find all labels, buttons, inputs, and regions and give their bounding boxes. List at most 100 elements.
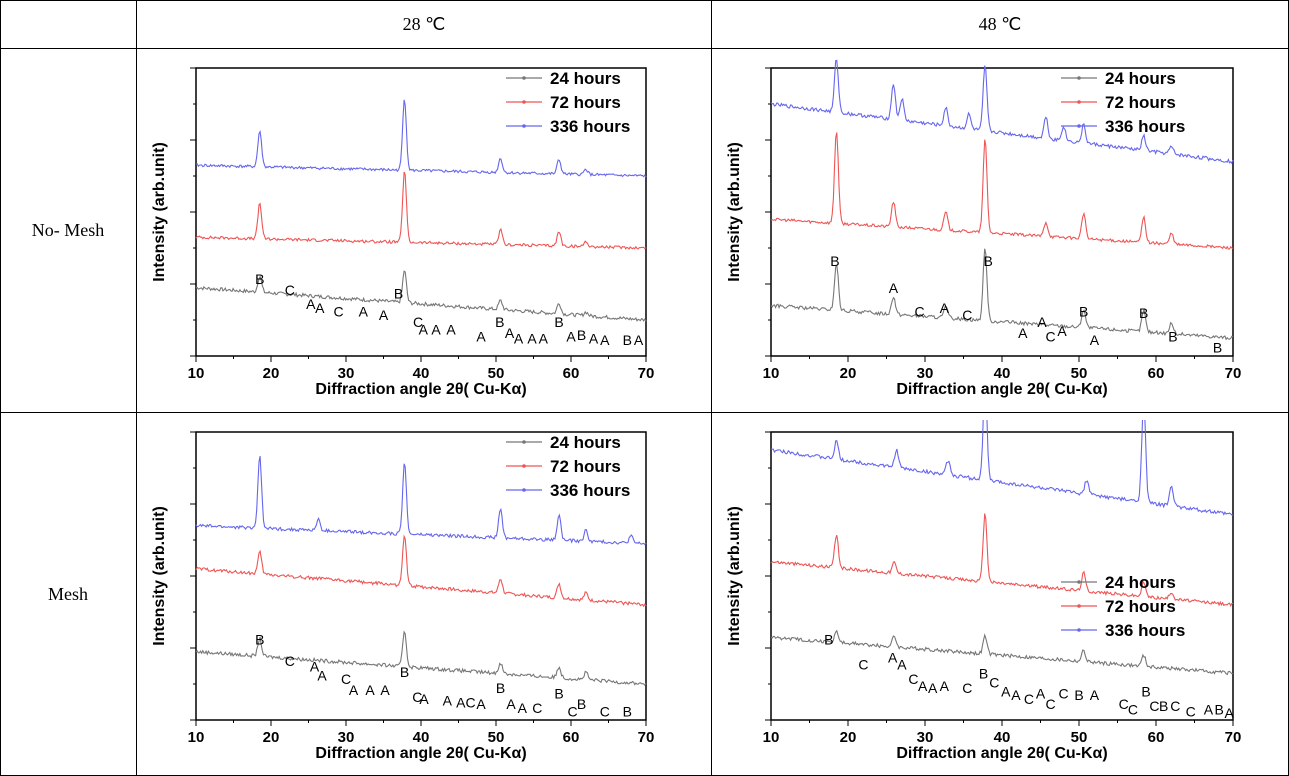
phase-annotation: C [412, 689, 422, 705]
phase-annotation: C [962, 680, 972, 696]
phase-annotation: B [394, 285, 403, 301]
x-axis-label: Diffraction angle 2θ( Cu-Kα) [315, 381, 526, 398]
x-tick-label: 30 [338, 729, 355, 746]
table-border-left [0, 0, 1, 776]
table-border-top [0, 0, 1289, 1]
phase-annotation: A [443, 693, 453, 709]
x-tick-label: 20 [263, 729, 280, 746]
phase-annotation: C [413, 314, 423, 330]
x-tick-label: 20 [263, 365, 280, 382]
series-line-72-hours [770, 513, 1234, 607]
legend-label: 72 hours [550, 457, 621, 476]
phase-annotation: B [554, 685, 563, 701]
legend-label: 24 hours [550, 69, 621, 88]
phase-annotation: B [1141, 684, 1150, 700]
phase-annotation: C [1119, 696, 1129, 712]
phase-annotation: A [505, 325, 515, 341]
phase-annotation: A [888, 649, 898, 665]
legend-marker [522, 76, 526, 80]
x-tick-label: 30 [338, 365, 355, 382]
phase-annotation: A [1011, 687, 1021, 703]
x-tick-label: 40 [994, 365, 1011, 382]
series-line-336-hours [770, 59, 1234, 165]
legend-label: 24 hours [550, 433, 621, 452]
phase-annotation: A [359, 303, 369, 319]
phase-annotation: B [623, 332, 632, 348]
y-axis-label: Intensity (arb.unit) [151, 142, 168, 282]
phase-annotation: C [858, 657, 868, 673]
legend-label: 24 hours [1105, 573, 1176, 592]
legend-marker [1077, 628, 1081, 632]
legend-marker [522, 124, 526, 128]
phase-annotation: B [1139, 305, 1148, 321]
phase-annotation: C [567, 703, 577, 719]
phase-annotation: B [400, 664, 409, 680]
legend-marker [522, 440, 526, 444]
x-tick-label: 60 [1148, 365, 1165, 382]
legend-label: 72 hours [550, 93, 621, 112]
x-tick-label: 10 [763, 729, 780, 746]
legend-marker [1077, 124, 1081, 128]
x-tick-label: 50 [1071, 729, 1088, 746]
phase-annotation: A [419, 691, 429, 707]
x-tick-label: 40 [413, 729, 430, 746]
y-axis-label: Intensity (arb.unit) [726, 506, 743, 646]
phase-annotation: A [419, 321, 429, 337]
x-tick-label: 70 [1225, 729, 1242, 746]
phase-annotation: A [317, 667, 327, 683]
phase-annotation: B [495, 314, 504, 330]
phase-annotation: A [506, 696, 516, 712]
phase-annotation: C [1045, 696, 1055, 712]
series-line-24-hours [770, 629, 1234, 676]
phase-annotation: A [897, 657, 907, 673]
legend-marker [1077, 580, 1081, 584]
y-axis-label: Intensity (arb.unit) [726, 142, 743, 282]
phase-annotation: A [940, 300, 950, 316]
x-tick-label: 50 [1071, 365, 1088, 382]
phase-annotation: C [1186, 703, 1196, 719]
phase-annotation: C [908, 671, 918, 687]
phase-annotation: B [577, 327, 586, 343]
x-tick-label: 40 [413, 365, 430, 382]
x-axis-label: Diffraction angle 2θ( Cu-Kα) [896, 745, 1107, 762]
legend-label: 72 hours [1105, 93, 1176, 112]
series-line-336-hours [770, 420, 1233, 516]
legend-marker [522, 100, 526, 104]
phase-annotation: C [465, 694, 475, 710]
legend-label: 336 hours [550, 481, 630, 500]
phase-annotation: A [315, 300, 325, 316]
x-tick-label: 30 [917, 729, 934, 746]
row-label-mesh: Mesh [48, 583, 88, 604]
phase-annotation: C [1128, 702, 1138, 718]
column-header-28c: 28 ℃ [402, 13, 446, 34]
phase-annotation: A [514, 330, 524, 346]
phase-annotation: A [527, 330, 537, 346]
xrd-chart-no-mesh-48c: 10 20 30 40 50 60 70 Diffraction angle 2θ( Cu-K… [726, 59, 1241, 398]
legend-label: 24 hours [1105, 69, 1176, 88]
phase-annotation: B [983, 253, 992, 269]
phase-annotation: A [1001, 684, 1011, 700]
phase-annotation: B [577, 696, 586, 712]
phase-annotation: A [476, 696, 486, 712]
x-tick-label: 20 [840, 365, 857, 382]
phase-annotation: A [940, 678, 950, 694]
phase-annotation: B [1213, 339, 1222, 355]
series-line-336-hours [195, 99, 647, 178]
series-line-72-hours [770, 132, 1234, 250]
legend-marker [522, 464, 526, 468]
xrd-chart-mesh-28c: 10 20 30 40 50 60 70 Diffraction angle 2θ( Cu-K… [151, 431, 654, 762]
phase-annotation: C [285, 282, 295, 298]
x-tick-label: 10 [188, 729, 205, 746]
legend-label: 336 hours [1105, 117, 1185, 136]
phase-annotation: A [918, 678, 928, 694]
phase-annotation: C [285, 653, 295, 669]
phase-annotation: A [539, 330, 549, 346]
x-tick-label: 10 [763, 365, 780, 382]
phase-annotation: B [824, 631, 833, 647]
phase-annotation: C [1024, 691, 1034, 707]
phase-annotation: C [600, 703, 610, 719]
x-tick-label: 10 [188, 365, 205, 382]
phase-annotation: B [255, 631, 264, 647]
x-tick-label: 60 [1148, 729, 1165, 746]
phase-annotation: A [379, 307, 389, 323]
